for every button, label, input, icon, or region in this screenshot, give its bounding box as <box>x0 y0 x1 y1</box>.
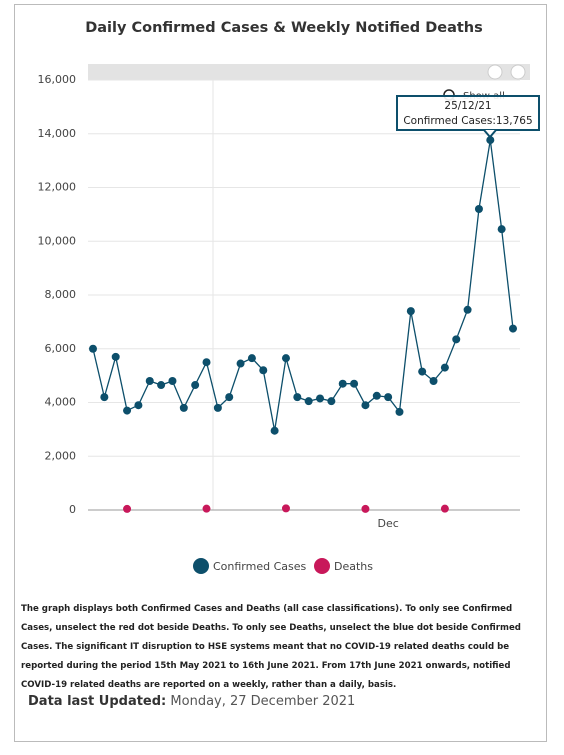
data-point[interactable] <box>440 504 449 513</box>
data-point[interactable] <box>509 324 517 333</box>
data-point[interactable] <box>225 393 234 402</box>
data-point[interactable] <box>134 401 143 410</box>
updated: Data last Updated: Monday, 27 December 2… <box>28 694 355 709</box>
legend-marker[interactable] <box>193 558 209 574</box>
data-point[interactable] <box>100 393 109 402</box>
data-point[interactable] <box>361 504 370 513</box>
data-point[interactable] <box>350 379 359 388</box>
scrollbar[interactable] <box>88 64 530 80</box>
scroll-handle[interactable] <box>510 64 526 80</box>
data-point[interactable] <box>304 397 313 406</box>
data-point[interactable] <box>452 335 461 344</box>
y-tick-label: 0 <box>69 503 76 516</box>
y-tick-label: 4,000 <box>45 396 77 409</box>
data-point[interactable] <box>236 359 245 368</box>
data-point[interactable] <box>316 394 325 403</box>
data-point[interactable] <box>145 377 154 385</box>
y-tick-label: 6,000 <box>45 342 77 355</box>
data-point[interactable] <box>463 305 472 314</box>
data-point[interactable] <box>418 367 427 376</box>
data-point[interactable] <box>179 403 188 412</box>
data-point[interactable] <box>281 354 290 363</box>
data-point[interactable] <box>361 401 370 410</box>
data-point[interactable] <box>384 393 393 402</box>
data-point[interactable] <box>168 377 177 385</box>
updated-label: Data last Updated: <box>28 694 167 709</box>
scroll-handle[interactable] <box>487 64 503 80</box>
data-point[interactable] <box>406 307 415 316</box>
data-point[interactable] <box>202 358 211 367</box>
data-point[interactable] <box>270 426 279 435</box>
chart-title: Daily Confirmed Cases & Weekly Notified … <box>85 20 483 36</box>
data-point[interactable] <box>247 354 256 363</box>
data-point[interactable] <box>123 406 132 415</box>
data-point[interactable] <box>440 363 449 372</box>
x-tick-label: Dec <box>377 517 398 530</box>
legend-marker[interactable] <box>314 558 330 574</box>
data-point[interactable] <box>429 377 438 385</box>
series-line <box>92 139 514 431</box>
data-point[interactable] <box>474 205 483 213</box>
data-point[interactable] <box>191 381 200 390</box>
data-point[interactable] <box>293 393 302 402</box>
tooltip-date: 25/12/21 <box>444 100 491 112</box>
y-tick-label: 8,000 <box>45 288 77 301</box>
tooltip-value: Confirmed Cases:13,765 <box>403 115 532 127</box>
legend-label[interactable]: Deaths <box>334 560 373 573</box>
chart: Daily Confirmed Cases & Weekly Notified … <box>38 20 540 574</box>
data-point[interactable] <box>202 504 211 513</box>
tooltip-arrow <box>483 129 497 139</box>
y-tick-label: 2,000 <box>45 449 77 462</box>
data-point[interactable] <box>123 504 132 513</box>
legend-label[interactable]: Confirmed Cases <box>213 560 307 573</box>
data-point[interactable] <box>338 379 347 388</box>
data-point[interactable] <box>281 504 290 513</box>
y-tick-label: 12,000 <box>38 181 77 194</box>
data-point[interactable] <box>89 344 97 353</box>
data-point[interactable] <box>213 403 222 412</box>
data-point[interactable] <box>111 352 120 361</box>
y-tick-label: 14,000 <box>38 127 77 140</box>
note: The graph displays both Confirmed Cases … <box>21 604 521 690</box>
updated-value: Monday, 27 December 2021 <box>170 694 356 709</box>
data-point[interactable] <box>395 407 404 416</box>
y-tick-label: 10,000 <box>38 234 77 247</box>
tooltip-box <box>396 95 540 131</box>
data-point[interactable] <box>157 381 166 390</box>
panel <box>14 4 547 742</box>
data-point[interactable] <box>486 136 495 145</box>
data-point[interactable] <box>497 225 506 234</box>
y-tick-label: 16,000 <box>38 73 77 86</box>
data-point[interactable] <box>327 397 336 406</box>
data-point[interactable] <box>372 391 381 400</box>
data-point[interactable] <box>259 366 268 375</box>
